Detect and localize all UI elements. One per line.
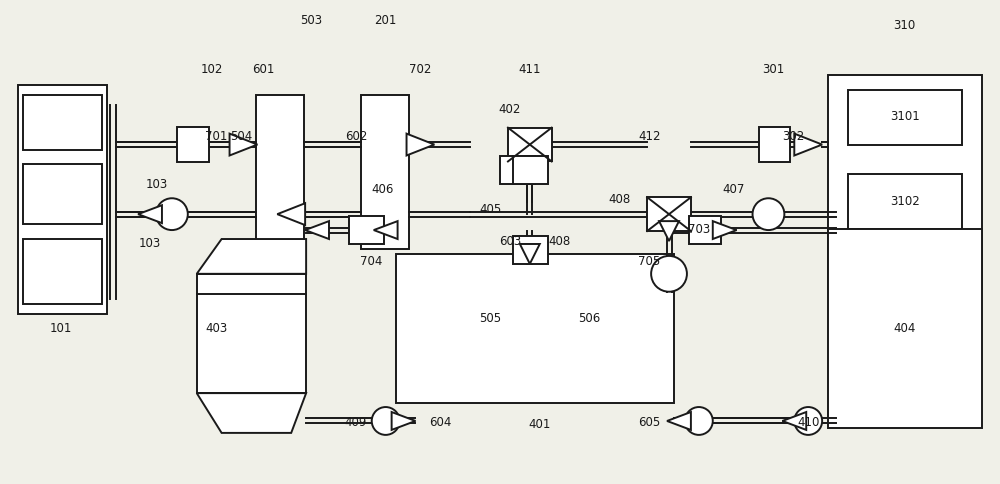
Bar (396, 254, 674, 403)
Text: 408: 408 (608, 193, 630, 206)
Text: 103: 103 (146, 178, 168, 191)
Circle shape (156, 198, 188, 230)
Polygon shape (667, 412, 691, 430)
Polygon shape (659, 221, 679, 241)
Bar (508, 128, 552, 162)
Text: 702: 702 (409, 63, 432, 76)
Bar (828, 75, 982, 289)
Text: 3101: 3101 (890, 110, 920, 123)
Text: 406: 406 (371, 183, 394, 196)
Polygon shape (230, 134, 257, 155)
Text: 705: 705 (638, 256, 660, 269)
Bar (23, 95, 102, 150)
Text: 411: 411 (519, 63, 541, 76)
Bar (361, 95, 409, 249)
Text: 409: 409 (345, 416, 367, 429)
Bar (848, 174, 962, 229)
Text: 412: 412 (638, 130, 660, 143)
Circle shape (685, 407, 713, 435)
Circle shape (651, 256, 687, 292)
Text: 103: 103 (139, 238, 161, 251)
Text: 405: 405 (479, 203, 501, 216)
Bar (197, 274, 306, 393)
Bar (177, 127, 209, 163)
Text: 605: 605 (638, 416, 660, 429)
Text: 701: 701 (205, 130, 228, 143)
Text: 101: 101 (49, 322, 72, 335)
Text: 407: 407 (722, 183, 745, 196)
Circle shape (794, 407, 822, 435)
Text: 503: 503 (300, 14, 322, 27)
Polygon shape (138, 205, 162, 223)
Text: 102: 102 (200, 63, 223, 76)
Bar (759, 127, 790, 163)
Bar (23, 239, 102, 303)
Bar (23, 165, 102, 224)
Text: 310: 310 (894, 19, 916, 32)
Text: 602: 602 (345, 130, 367, 143)
Text: 401: 401 (529, 419, 551, 431)
Polygon shape (407, 134, 434, 155)
Bar (647, 197, 691, 231)
Bar (256, 95, 304, 249)
Polygon shape (520, 244, 540, 264)
Text: 301: 301 (762, 63, 785, 76)
Polygon shape (374, 221, 398, 239)
Bar (513, 156, 548, 184)
Bar (689, 216, 721, 244)
Circle shape (372, 407, 400, 435)
Polygon shape (305, 221, 329, 239)
Text: 601: 601 (252, 63, 275, 76)
Polygon shape (197, 239, 306, 274)
Polygon shape (794, 134, 822, 155)
Polygon shape (277, 203, 305, 225)
Text: 604: 604 (429, 416, 452, 429)
Bar (828, 229, 982, 428)
Bar (349, 216, 384, 244)
Text: 505: 505 (479, 312, 501, 325)
Bar (500, 156, 535, 184)
Text: 603: 603 (499, 236, 521, 248)
Bar (513, 236, 548, 264)
Bar (848, 90, 962, 145)
Text: 3102: 3102 (890, 195, 920, 208)
Text: 404: 404 (893, 322, 916, 335)
Circle shape (753, 198, 784, 230)
Polygon shape (392, 412, 415, 430)
Text: 504: 504 (230, 130, 253, 143)
Text: 201: 201 (374, 14, 397, 27)
Text: 302: 302 (782, 130, 804, 143)
Bar (18, 85, 107, 314)
Text: 410: 410 (797, 416, 819, 429)
Polygon shape (713, 221, 737, 239)
Text: 704: 704 (360, 256, 382, 269)
Text: 403: 403 (206, 322, 228, 335)
Text: 703: 703 (688, 223, 710, 236)
Polygon shape (782, 412, 806, 430)
Text: 402: 402 (499, 103, 521, 116)
Text: 506: 506 (578, 312, 601, 325)
Text: 408: 408 (549, 236, 571, 248)
Polygon shape (197, 393, 306, 433)
